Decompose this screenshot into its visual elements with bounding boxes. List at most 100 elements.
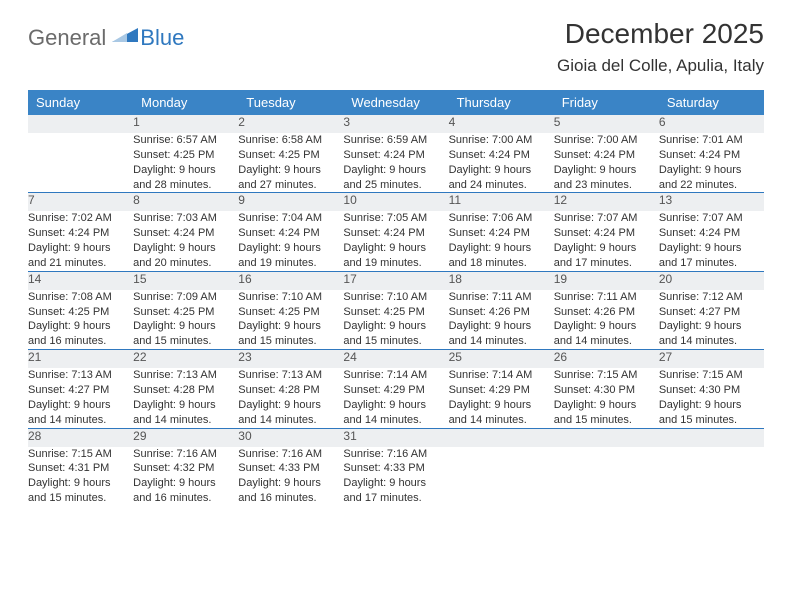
day-info-line: Daylight: 9 hours bbox=[28, 398, 133, 413]
day-number: 22 bbox=[133, 350, 146, 364]
day-info-line: Sunset: 4:24 PM bbox=[659, 226, 764, 241]
day-body-cell: Sunrise: 7:00 AMSunset: 4:24 PMDaylight:… bbox=[554, 133, 659, 193]
day-info-line: Sunrise: 6:59 AM bbox=[343, 133, 448, 148]
day-info-line: Sunset: 4:29 PM bbox=[449, 383, 554, 398]
day-info-line: and 24 minutes. bbox=[449, 178, 554, 193]
day-number-cell: 31 bbox=[343, 429, 448, 447]
day-info-line: and 14 minutes. bbox=[449, 413, 554, 428]
day-body-cell: Sunrise: 7:13 AMSunset: 4:28 PMDaylight:… bbox=[133, 368, 238, 428]
day-info-line: and 18 minutes. bbox=[449, 256, 554, 271]
weekday-header: Tuesday bbox=[238, 90, 343, 115]
day-info-line: Sunset: 4:24 PM bbox=[28, 226, 133, 241]
day-info-line: and 16 minutes. bbox=[133, 491, 238, 506]
day-body-cell: Sunrise: 7:10 AMSunset: 4:25 PMDaylight:… bbox=[343, 290, 448, 350]
day-number: 12 bbox=[554, 193, 567, 207]
day-info-line: and 17 minutes. bbox=[554, 256, 659, 271]
day-info-line: Daylight: 9 hours bbox=[554, 319, 659, 334]
day-body-cell: Sunrise: 7:08 AMSunset: 4:25 PMDaylight:… bbox=[28, 290, 133, 350]
day-body-cell: Sunrise: 7:12 AMSunset: 4:27 PMDaylight:… bbox=[659, 290, 764, 350]
day-info-line: Sunset: 4:28 PM bbox=[133, 383, 238, 398]
day-number-cell: 29 bbox=[133, 429, 238, 447]
day-info-line: Daylight: 9 hours bbox=[554, 241, 659, 256]
day-number: 24 bbox=[343, 350, 356, 364]
day-info-line: Daylight: 9 hours bbox=[659, 241, 764, 256]
location-subtitle: Gioia del Colle, Apulia, Italy bbox=[557, 56, 764, 76]
day-info-line: and 15 minutes. bbox=[28, 491, 133, 506]
day-info-line: Sunrise: 7:15 AM bbox=[554, 368, 659, 383]
day-info-line: Sunrise: 7:16 AM bbox=[133, 447, 238, 462]
day-body-cell: Sunrise: 7:09 AMSunset: 4:25 PMDaylight:… bbox=[133, 290, 238, 350]
day-info-line: Daylight: 9 hours bbox=[238, 476, 343, 491]
day-info-line: Daylight: 9 hours bbox=[28, 319, 133, 334]
day-info-line: and 16 minutes. bbox=[28, 334, 133, 349]
day-number-cell: 23 bbox=[238, 350, 343, 368]
day-info-line: Sunset: 4:25 PM bbox=[343, 305, 448, 320]
day-info-line: Sunrise: 7:11 AM bbox=[449, 290, 554, 305]
day-info-line: and 27 minutes. bbox=[238, 178, 343, 193]
day-info-line: Sunrise: 7:15 AM bbox=[28, 447, 133, 462]
day-info-line: Sunset: 4:24 PM bbox=[659, 148, 764, 163]
day-info-line: and 14 minutes. bbox=[554, 334, 659, 349]
brand-triangle-icon bbox=[112, 24, 138, 42]
weekday-header: Saturday bbox=[659, 90, 764, 115]
day-body-cell: Sunrise: 7:15 AMSunset: 4:30 PMDaylight:… bbox=[554, 368, 659, 428]
day-info-line: Sunrise: 6:58 AM bbox=[238, 133, 343, 148]
brand-text-2: Blue bbox=[140, 25, 184, 51]
day-info-line: Sunset: 4:29 PM bbox=[343, 383, 448, 398]
day-number-cell: 1 bbox=[133, 115, 238, 133]
day-body-cell: Sunrise: 6:58 AMSunset: 4:25 PMDaylight:… bbox=[238, 133, 343, 193]
day-info-line: Daylight: 9 hours bbox=[343, 476, 448, 491]
day-info-line: Sunrise: 7:02 AM bbox=[28, 211, 133, 226]
day-number-cell: 22 bbox=[133, 350, 238, 368]
day-info-line: Sunrise: 7:13 AM bbox=[133, 368, 238, 383]
weekday-header: Friday bbox=[554, 90, 659, 115]
day-info-line: Sunset: 4:25 PM bbox=[133, 148, 238, 163]
day-number-cell: 12 bbox=[554, 193, 659, 211]
day-info-line: Sunrise: 7:13 AM bbox=[238, 368, 343, 383]
day-number-cell: 14 bbox=[28, 272, 133, 290]
day-body-row: Sunrise: 7:13 AMSunset: 4:27 PMDaylight:… bbox=[28, 368, 764, 428]
day-number: 16 bbox=[238, 272, 251, 286]
day-info-line: Sunset: 4:24 PM bbox=[343, 148, 448, 163]
day-info-line: and 25 minutes. bbox=[343, 178, 448, 193]
day-number-cell: 19 bbox=[554, 272, 659, 290]
day-body-cell: Sunrise: 7:00 AMSunset: 4:24 PMDaylight:… bbox=[449, 133, 554, 193]
day-body-row: Sunrise: 7:08 AMSunset: 4:25 PMDaylight:… bbox=[28, 290, 764, 350]
day-info-line: Sunrise: 7:04 AM bbox=[238, 211, 343, 226]
day-number: 28 bbox=[28, 429, 41, 443]
day-info-line: and 16 minutes. bbox=[238, 491, 343, 506]
calendar-table: Sunday Monday Tuesday Wednesday Thursday… bbox=[28, 90, 764, 506]
day-info-line: Sunrise: 7:14 AM bbox=[449, 368, 554, 383]
day-body-cell: Sunrise: 7:10 AMSunset: 4:25 PMDaylight:… bbox=[238, 290, 343, 350]
day-info-line: Daylight: 9 hours bbox=[238, 163, 343, 178]
day-info-line: Daylight: 9 hours bbox=[238, 241, 343, 256]
day-info-line: and 14 minutes. bbox=[238, 413, 343, 428]
day-info-line: Sunrise: 7:07 AM bbox=[554, 211, 659, 226]
day-number: 5 bbox=[554, 115, 561, 129]
day-info-line: Daylight: 9 hours bbox=[343, 163, 448, 178]
day-number-cell: 28 bbox=[28, 429, 133, 447]
weekday-header: Sunday bbox=[28, 90, 133, 115]
day-info-line: Sunset: 4:24 PM bbox=[554, 148, 659, 163]
day-number-cell: 9 bbox=[238, 193, 343, 211]
day-info-line: Daylight: 9 hours bbox=[659, 163, 764, 178]
day-info-line: and 14 minutes. bbox=[28, 413, 133, 428]
day-number: 30 bbox=[238, 429, 251, 443]
day-info-line: Sunrise: 7:15 AM bbox=[659, 368, 764, 383]
day-number-cell: 16 bbox=[238, 272, 343, 290]
day-info-line: and 15 minutes. bbox=[659, 413, 764, 428]
brand-text-1: General bbox=[28, 25, 106, 51]
day-number-cell: 18 bbox=[449, 272, 554, 290]
day-body-cell: Sunrise: 6:59 AMSunset: 4:24 PMDaylight:… bbox=[343, 133, 448, 193]
day-info-line: Sunrise: 6:57 AM bbox=[133, 133, 238, 148]
day-number-cell: 20 bbox=[659, 272, 764, 290]
day-info-line: and 21 minutes. bbox=[28, 256, 133, 271]
day-body-cell: Sunrise: 7:07 AMSunset: 4:24 PMDaylight:… bbox=[554, 211, 659, 271]
day-number: 20 bbox=[659, 272, 672, 286]
day-info-line: Daylight: 9 hours bbox=[554, 163, 659, 178]
day-info-line: Sunset: 4:33 PM bbox=[343, 461, 448, 476]
day-number: 10 bbox=[343, 193, 356, 207]
day-info-line: Daylight: 9 hours bbox=[133, 241, 238, 256]
day-info-line: Sunrise: 7:16 AM bbox=[343, 447, 448, 462]
day-number: 4 bbox=[449, 115, 456, 129]
